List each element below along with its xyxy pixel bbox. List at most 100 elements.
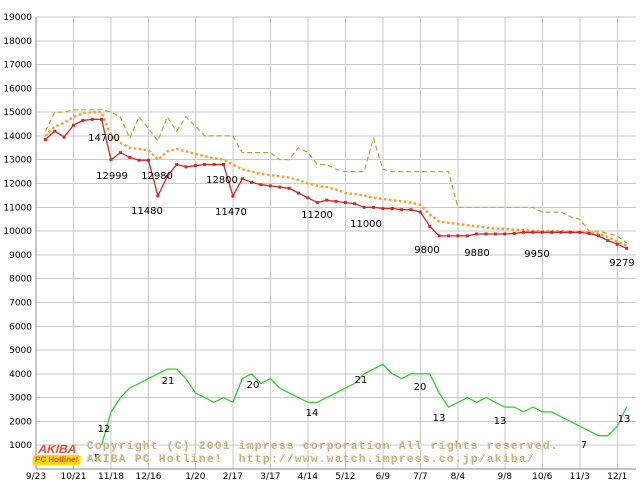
data-point-marker-lowest-price <box>625 246 629 250</box>
value-annotation: 12800 <box>206 175 238 186</box>
y-tick-label: 9000 <box>9 251 32 261</box>
data-point-marker-lowest-price <box>353 202 357 206</box>
value-annotation: 21 <box>162 376 175 387</box>
data-point-marker-lowest-price <box>287 186 291 190</box>
y-tick-label: 12000 <box>3 180 32 190</box>
y-tick-label: 10000 <box>3 227 32 237</box>
data-point-marker-lowest-price <box>62 135 66 139</box>
data-point-marker-lowest-price <box>222 162 225 166</box>
value-annotation: 11480 <box>131 206 163 217</box>
value-annotation: 14700 <box>88 133 120 144</box>
data-point-marker-lowest-price <box>465 234 469 238</box>
data-point-marker-lowest-price <box>81 118 85 122</box>
data-point-marker-lowest-price <box>456 234 460 238</box>
x-tick-label: 12/16 <box>136 472 162 480</box>
data-point-marker-lowest-price <box>606 239 610 243</box>
data-point-marker-lowest-price <box>578 230 582 234</box>
x-tick-label: 4/14 <box>298 472 318 480</box>
data-point-marker-lowest-price <box>512 231 516 235</box>
data-point-marker-lowest-price <box>418 210 422 214</box>
y-tick-label: 1000 <box>9 441 32 451</box>
data-point-marker-lowest-price <box>409 208 413 212</box>
value-annotation: 5 <box>94 453 100 464</box>
y-tick-label: 13000 <box>3 156 32 166</box>
data-point-marker-lowest-price <box>522 230 525 234</box>
x-tick-label: 9/23 <box>26 472 46 480</box>
data-point-marker-lowest-price <box>231 194 235 198</box>
y-tick-label: 18000 <box>3 37 32 47</box>
series-highest-price <box>44 109 627 244</box>
data-point-marker-lowest-price <box>175 162 179 166</box>
data-point-marker-lowest-price <box>109 158 113 162</box>
data-point-marker-lowest-price <box>568 230 572 234</box>
data-point-marker-lowest-price <box>400 208 404 212</box>
value-annotation: 9279 <box>609 258 634 269</box>
value-annotation: 9950 <box>524 249 549 260</box>
series-shop-count <box>100 363 628 446</box>
data-point-marker-lowest-price <box>372 205 375 209</box>
value-annotation: 11000 <box>350 219 382 230</box>
data-point-marker-lowest-price <box>278 185 282 189</box>
value-annotation: 20 <box>247 380 260 391</box>
data-point-marker-lowest-price <box>437 234 441 238</box>
data-point-marker-lowest-price <box>559 230 563 234</box>
data-point-marker-lowest-price <box>475 232 479 236</box>
data-point-marker-lowest-price <box>325 198 329 202</box>
series-average-price <box>44 110 628 247</box>
value-annotation: 13 <box>433 413 446 424</box>
value-annotation: 12 <box>98 424 111 435</box>
data-point-marker-lowest-price <box>428 224 432 228</box>
data-point-marker-lowest-price <box>53 129 57 133</box>
value-annotation: 7 <box>581 440 587 451</box>
data-point-marker-lowest-price <box>203 162 207 166</box>
value-annotation: 21 <box>355 375 368 386</box>
x-tick-label: 6/9 <box>376 472 391 480</box>
x-tick-label: 11/18 <box>98 472 124 480</box>
x-tick-label: 7/7 <box>413 472 427 480</box>
x-tick-label: 1/20 <box>185 472 205 480</box>
data-point-marker-lowest-price <box>334 199 338 203</box>
value-annotation: 13 <box>494 416 507 427</box>
data-point-marker-lowest-price <box>250 180 254 184</box>
y-tick-label: 11000 <box>3 203 32 213</box>
data-point-marker-lowest-price <box>156 194 160 198</box>
x-tick-label: 2/17 <box>223 472 243 480</box>
data-point-marker-lowest-price <box>447 234 450 238</box>
data-point-marker-lowest-price <box>147 158 150 162</box>
x-tick-label: 9/8 <box>498 472 513 480</box>
x-tick-label: 5/12 <box>335 472 355 480</box>
y-tick-label: 3000 <box>9 394 32 404</box>
y-tick-label: 15000 <box>3 108 32 118</box>
value-annotation: 20 <box>414 382 427 393</box>
data-point-marker-lowest-price <box>90 117 94 121</box>
y-tick-label: 2000 <box>9 417 32 427</box>
data-point-marker-lowest-price <box>343 201 347 205</box>
data-point-marker-lowest-price <box>484 232 488 236</box>
value-annotation: 13 <box>618 414 631 425</box>
data-point-marker-lowest-price <box>493 232 497 236</box>
data-point-marker-lowest-price <box>165 174 169 178</box>
data-point-marker-lowest-price <box>531 230 535 234</box>
value-annotation: 11200 <box>301 210 333 221</box>
y-tick-label: 8000 <box>9 275 32 285</box>
y-tick-label: 16000 <box>3 84 32 94</box>
data-point-marker-lowest-price <box>128 155 132 159</box>
data-point-marker-lowest-price <box>259 183 263 187</box>
value-annotation: 12999 <box>96 171 128 182</box>
value-annotation: 9880 <box>464 248 489 259</box>
data-point-marker-lowest-price <box>72 123 75 127</box>
x-tick-label: 12/1 <box>607 472 627 480</box>
data-point-marker-lowest-price <box>306 196 310 200</box>
x-tick-label: 3/17 <box>260 472 280 480</box>
data-point-marker-lowest-price <box>390 207 394 211</box>
data-point-marker-lowest-price <box>100 117 104 121</box>
y-tick-label: 19000 <box>3 13 32 23</box>
y-tick-label: 5000 <box>9 346 32 356</box>
value-annotation: 9800 <box>414 245 439 256</box>
data-point-marker-lowest-price <box>362 205 366 209</box>
data-point-marker-lowest-price <box>615 242 619 246</box>
x-tick-label: 10/6 <box>532 472 552 480</box>
x-tick-label: 11/3 <box>570 472 590 480</box>
